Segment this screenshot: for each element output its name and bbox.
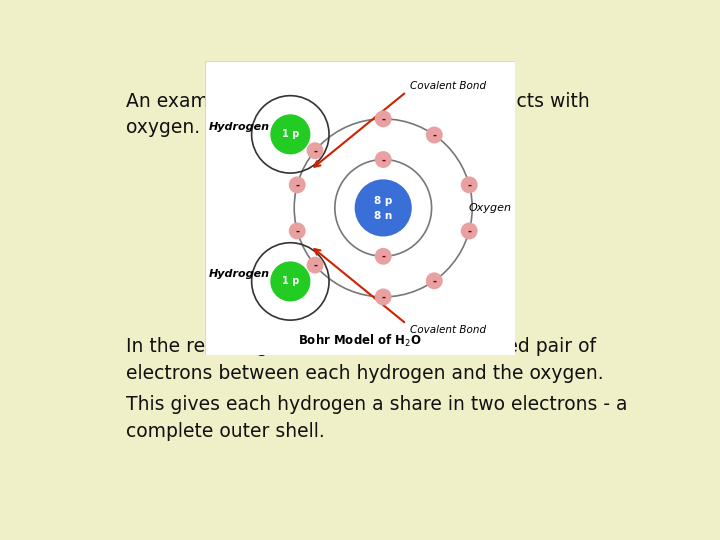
- Text: This gives each hydrogen a share in two electrons - a
complete outer shell.: This gives each hydrogen a share in two …: [126, 395, 628, 441]
- Text: Hydrogen: Hydrogen: [209, 122, 270, 132]
- Text: 1 p: 1 p: [282, 130, 299, 139]
- Circle shape: [307, 143, 323, 158]
- Text: 8 n: 8 n: [374, 212, 392, 221]
- Text: 1 p: 1 p: [282, 276, 299, 286]
- Text: -: -: [467, 181, 471, 191]
- Text: -: -: [432, 131, 436, 141]
- Circle shape: [289, 223, 305, 239]
- Circle shape: [426, 273, 442, 288]
- Text: -: -: [381, 156, 385, 165]
- Circle shape: [462, 223, 477, 239]
- Circle shape: [307, 258, 323, 273]
- Circle shape: [426, 127, 442, 143]
- Text: -: -: [381, 114, 385, 125]
- Circle shape: [376, 152, 391, 167]
- Circle shape: [462, 177, 477, 193]
- Text: -: -: [467, 227, 471, 237]
- Text: -: -: [313, 146, 317, 157]
- Circle shape: [376, 248, 391, 264]
- Text: -: -: [295, 181, 300, 191]
- FancyBboxPatch shape: [205, 61, 515, 355]
- Text: Covalent Bond: Covalent Bond: [410, 81, 487, 91]
- Text: Oxygen: Oxygen: [469, 203, 511, 213]
- Circle shape: [376, 289, 391, 305]
- Text: -: -: [313, 261, 317, 271]
- Circle shape: [289, 177, 305, 193]
- Text: -: -: [432, 276, 436, 287]
- Text: Covalent Bond: Covalent Bond: [410, 325, 487, 335]
- Text: -: -: [381, 252, 385, 262]
- Text: 8 p: 8 p: [374, 196, 392, 206]
- Text: In the resulting molecule, there is a shared pair of
electrons between each hydr: In the resulting molecule, there is a sh…: [126, 337, 604, 383]
- Circle shape: [356, 180, 411, 236]
- Circle shape: [376, 111, 391, 127]
- Text: -: -: [381, 293, 385, 303]
- Circle shape: [271, 262, 310, 301]
- Text: An example would be when hydrogen reacts with
oxygen.: An example would be when hydrogen reacts…: [126, 92, 590, 137]
- Text: Bohr Model of H$_2$O: Bohr Model of H$_2$O: [298, 333, 422, 349]
- Text: -: -: [295, 227, 300, 237]
- Circle shape: [271, 115, 310, 154]
- Text: Hydrogen: Hydrogen: [209, 269, 270, 279]
